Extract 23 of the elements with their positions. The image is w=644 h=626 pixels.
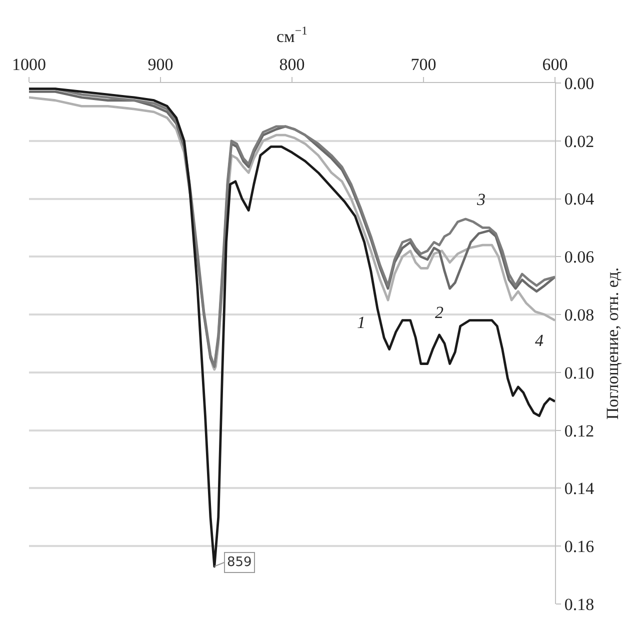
series-label: 2	[435, 303, 444, 322]
x-tick-label: 800	[279, 55, 305, 74]
y-tick-label: 0.02	[564, 132, 594, 151]
y-tick-label: 0.04	[564, 190, 595, 209]
y-tick-label: 0.00	[564, 74, 594, 93]
y-tick-label: 0.18	[564, 594, 594, 614]
y-tick-label: 0.16	[564, 537, 594, 556]
line-series	[29, 88, 555, 568]
y-tick-label: 0.12	[564, 421, 594, 440]
y-tick-label: 0.10	[564, 363, 594, 382]
series-label: 3	[476, 190, 486, 209]
annotation: 859	[227, 555, 252, 570]
x-tick-label: 600	[542, 55, 568, 74]
series-label: 1	[357, 313, 366, 332]
x-tick-label: 700	[410, 55, 436, 74]
y-tick-label: 0.08	[564, 306, 594, 325]
series-label: 4	[535, 331, 544, 350]
x-tick-label: 900	[148, 55, 174, 74]
y-tick-label: 0.14	[564, 479, 595, 498]
y-axis-title: Поглощение, отн. ед.	[603, 267, 622, 420]
x-tick-label: 1000	[12, 55, 46, 74]
x-axis-title: см$^{−1}$	[276, 24, 308, 46]
y-tick-label: 0.06	[564, 248, 594, 267]
